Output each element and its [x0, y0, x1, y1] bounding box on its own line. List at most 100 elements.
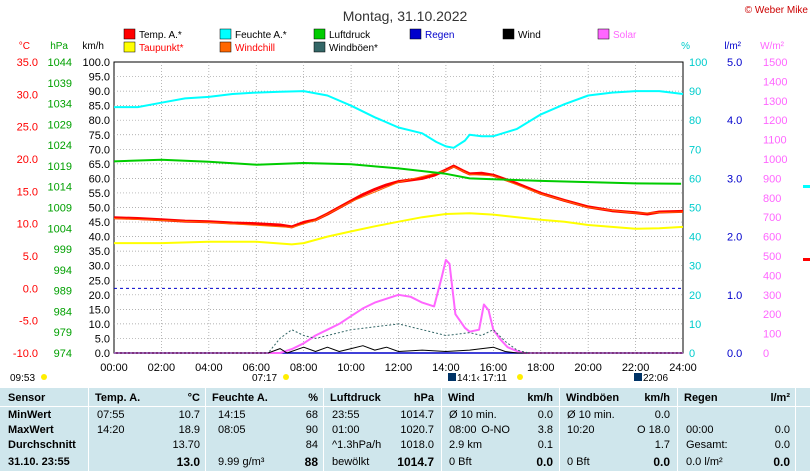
header-temp-unit: °C — [187, 392, 200, 404]
x-tick-label: 04:00 — [195, 362, 223, 374]
temp-tick-label: 5.0 — [23, 251, 38, 263]
humidity-tick-label: 100 — [689, 57, 707, 69]
legend-swatch — [219, 28, 232, 40]
humidity-tick-label: 0 — [689, 348, 695, 360]
solar-tick-label: 1200 — [763, 115, 787, 127]
x-tick-label: 24:00 — [669, 362, 697, 374]
legend-swatch — [313, 41, 326, 53]
row-label: 31.10. 23:55 — [8, 456, 70, 468]
solar-tick-label: 500 — [763, 251, 781, 263]
sun-icon — [283, 374, 289, 380]
table-column-divider — [88, 388, 89, 471]
temp-value: 13.70 — [172, 439, 200, 451]
wind-tick-label: 60.0 — [89, 173, 110, 185]
solar-tick-label: 400 — [763, 270, 781, 282]
pressure-tick-label: 1034 — [48, 99, 72, 111]
solar-tick-label: 1500 — [763, 57, 787, 69]
legend-label: Windchill — [235, 43, 275, 54]
pressure-tick-label: 1024 — [48, 140, 72, 152]
rain-tick-label: 3.0 — [727, 173, 742, 185]
solar-tick-label: 600 — [763, 232, 781, 244]
legend-mark — [803, 258, 810, 261]
pressure-tick-label: 1009 — [48, 203, 72, 215]
humidity-tick-label: 10 — [689, 319, 701, 331]
series-line — [113, 166, 684, 228]
wind-value: 3.8 — [537, 424, 553, 436]
rain-tick-label: 2.0 — [727, 232, 742, 244]
rain-value: 0.0 — [773, 455, 790, 469]
temp-tick-label: 30.0 — [17, 89, 38, 101]
wind-info: 0 Bft — [449, 456, 472, 468]
moon-time-label: 22:06 — [643, 373, 668, 384]
pressure-tick-label: 974 — [54, 348, 72, 360]
wind-tick-label: 75.0 — [89, 130, 110, 142]
solar-tick-label: 900 — [763, 173, 781, 185]
wind-info: 08:00 — [449, 424, 477, 436]
wind-info: 2.9 km — [449, 439, 483, 451]
gust-info: Ø 10 min. — [567, 409, 615, 421]
rain-tick-label: 0.0 — [727, 348, 742, 360]
temp-tick-label: 35.0 — [17, 57, 38, 69]
solar-unit-label: W/m² — [760, 41, 785, 52]
moon-icon — [634, 373, 642, 381]
gust-value: O 18.0 — [636, 424, 670, 436]
x-tick-label: 08:00 — [290, 362, 318, 374]
row-label: MinWert — [8, 409, 52, 421]
legend-label: Wind — [518, 30, 541, 41]
gust-value: 0.0 — [653, 455, 670, 469]
temp-tick-label: 10.0 — [17, 219, 38, 231]
rain-info: 0.0 l/m² — [686, 456, 723, 468]
humidity-time: 14:15 — [218, 409, 246, 421]
header-gust-unit: km/h — [644, 392, 670, 404]
gust-value: 0.0 — [654, 409, 670, 421]
humidity-tick-label: 40 — [689, 232, 701, 244]
temp-value: 10.7 — [178, 409, 200, 421]
solar-tick-label: 800 — [763, 193, 781, 205]
wind-unit-label: km/h — [82, 41, 104, 52]
solar-tick-label: 0 — [763, 348, 769, 360]
rain-info: Gesamt: — [686, 439, 728, 451]
humidity-time: 08:05 — [218, 424, 246, 436]
header-wind: Wind — [448, 392, 475, 404]
header-temp: Temp. A. — [95, 392, 141, 404]
pressure-tick-label: 1014 — [48, 182, 72, 194]
legend-swatch — [123, 28, 136, 40]
temp-time: 07:55 — [97, 409, 125, 421]
table-divider — [0, 406, 810, 407]
rain-value: 0.0 — [774, 439, 790, 451]
legend-swatch — [597, 28, 610, 40]
header-pressure: Luftdruck — [330, 392, 381, 404]
legend-mark — [803, 185, 810, 188]
legend-swatch — [502, 28, 515, 40]
legend-swatch — [313, 28, 326, 40]
solar-tick-label: 300 — [763, 290, 781, 302]
humidity-tick-label: 90 — [689, 86, 701, 98]
rain-tick-label: 4.0 — [727, 115, 742, 127]
solar-tick-label: 100 — [763, 329, 781, 341]
wind-tick-label: 0.0 — [95, 348, 110, 360]
gust-info: 10:20 — [567, 424, 595, 436]
pressure-value: 1014.7 — [400, 409, 434, 421]
wind-tick-label: 95.0 — [89, 72, 110, 84]
legend-swatch — [409, 28, 422, 40]
wind-tick-label: 90.0 — [89, 86, 110, 98]
row-label: MaxWert — [8, 424, 54, 436]
pressure-tick-label: 994 — [54, 265, 72, 277]
x-tick-label: 10:00 — [337, 362, 365, 374]
legend-label: Feuchte A.* — [235, 30, 287, 41]
humidity-tick-label: 30 — [689, 261, 701, 273]
humidity-unit-label: % — [681, 41, 690, 52]
temp-tick-label: -10.0 — [13, 348, 38, 360]
legend-label: Windböen* — [329, 43, 378, 54]
wind-tick-label: 85.0 — [89, 101, 110, 113]
temp-tick-label: 0.0 — [23, 283, 38, 295]
x-tick-label: 00:00 — [100, 362, 128, 374]
wind-direction: O-NO — [481, 424, 510, 436]
solar-tick-label: 200 — [763, 309, 781, 321]
x-tick-label: 12:00 — [385, 362, 413, 374]
table-column-divider — [677, 388, 678, 471]
humidity-time: 9.99 g/m³ — [218, 456, 265, 468]
header-humidity: Feuchte A. — [212, 392, 268, 404]
wind-value: 0.0 — [536, 455, 553, 469]
pressure-tick-label: 1004 — [48, 223, 72, 235]
